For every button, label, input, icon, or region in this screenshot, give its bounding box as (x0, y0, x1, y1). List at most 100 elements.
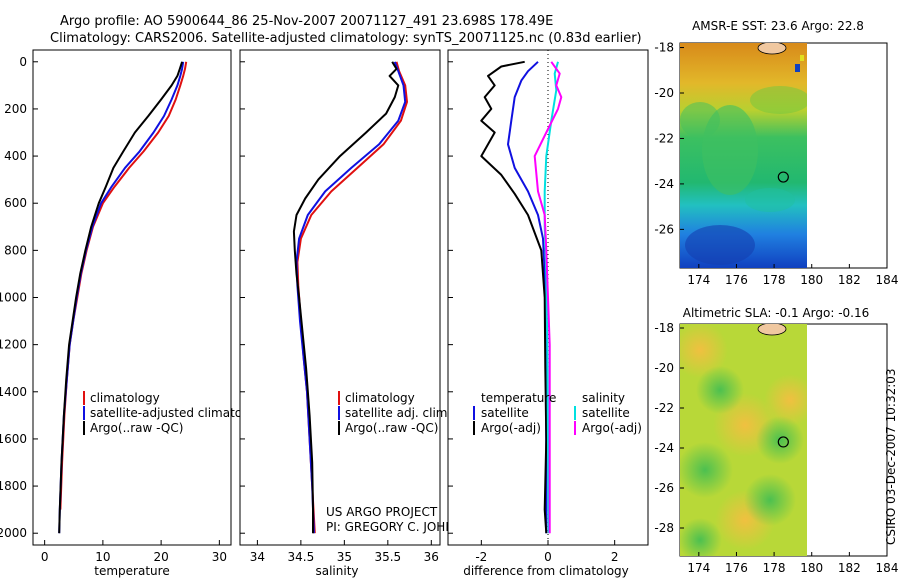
legend-label-salinity-argo: Argo(-adj) (582, 421, 642, 435)
sst-map-title: AMSR-E SST: 23.6 Argo: 22.8 (692, 19, 864, 33)
series-line-argo (292, 61, 400, 534)
sla-map-panel: Altimetric SLA: -0.1 Argo: -0.16 174 176 1… (654, 306, 898, 575)
y-tick-label: 1200 (0, 338, 27, 352)
temperature-legend: climatology satellite-adjusted climatolo… (83, 391, 268, 435)
legend-label-satellite: satellite-adjusted climatology (90, 406, 268, 420)
x-tick-label: -2 (475, 550, 487, 564)
x-tick-label: 35.5 (374, 550, 401, 564)
sst-field-patch (750, 86, 807, 114)
legend-label-argo: Argo(..raw -QC) (345, 421, 438, 435)
map-y-tick-label: -22 (654, 401, 674, 415)
sst-land (757, 43, 787, 55)
legend-label-argo: Argo(..raw -QC) (90, 421, 183, 435)
x-tick-label: 35 (337, 550, 352, 564)
sst-field-patch (745, 188, 795, 212)
argo-position-marker (777, 171, 789, 183)
x-tick-label: 30 (212, 550, 227, 564)
series-line-temperature-argo (480, 60, 548, 534)
y-tick-label: 0 (19, 55, 27, 69)
temperature-axes-frame (32, 49, 232, 546)
difference-legend-salinity: salinity satellite Argo(-adj) (574, 391, 642, 435)
sst-field-patch (685, 225, 755, 265)
sla-field-patch (696, 366, 744, 414)
x-tick-label: 20 (153, 550, 168, 564)
sla-field-patch (680, 324, 728, 378)
x-tick-label: 2 (611, 550, 619, 564)
title-line-2: Climatology: CARS2006. Satellite-adjuste… (50, 31, 642, 46)
difference-plot: -2 0 2 (448, 50, 618, 564)
map-y-tick-label: -26 (654, 222, 674, 236)
title-line-1: Argo profile: AO 5900644_86 25-Nov-2007 … (60, 14, 553, 29)
sla-field-patch (756, 416, 804, 464)
sst-missing-pixel (800, 55, 804, 61)
map-x-tick-label: 178 (763, 561, 786, 575)
map-x-tick-label: 182 (838, 273, 861, 287)
salinity-plot: 34 34.5 35 35.5 36 (240, 61, 439, 564)
map-y-tick-label: -18 (654, 321, 674, 335)
salinity-legend: climatology satellite adj. clim. Argo(..… (338, 391, 451, 435)
sst-map-marks: 174 176 178 180 182 184 -18 -20 -22 -24 -26 (654, 41, 898, 287)
map-x-tick-label: 184 (876, 561, 899, 575)
sla-field-patch (680, 518, 722, 556)
legend-label-climatology: climatology (345, 391, 415, 405)
map-y-tick-label: -22 (654, 131, 674, 145)
x-tick-label: 10 (95, 550, 110, 564)
sla-field-patch (680, 442, 733, 498)
y-tick-label: 200 (4, 102, 27, 116)
sst-field (680, 43, 807, 268)
map-x-tick-label: 174 (687, 561, 710, 575)
x-tick-label: 0 (544, 550, 552, 564)
argo-position-marker (777, 436, 789, 448)
map-x-tick-label: 180 (800, 561, 823, 575)
x-tick-label: 36 (424, 550, 439, 564)
legend-label-temperature-satellite: satellite (481, 406, 529, 420)
y-tick-label: 1000 (0, 291, 27, 305)
sst-field-patch (680, 102, 720, 138)
temperature-panel: 0 10 20 30 0 200 400 600 800 1000 1200 1400 1600 1800… (0, 49, 268, 578)
sla-field (680, 324, 807, 556)
legend-label-climatology: climatology (90, 391, 160, 405)
legend-label-salinity-satellite: satellite (582, 406, 630, 420)
map-y-tick-label: -18 (654, 41, 674, 55)
sst-missing-pixel (795, 64, 800, 72)
legend-heading-temperature: temperature (481, 391, 556, 405)
y-tick-label: 600 (4, 196, 27, 210)
map-x-tick-label: 176 (725, 561, 748, 575)
y-tick-label: 2000 (0, 526, 27, 540)
credit-line-1: US ARGO PROJECT (326, 505, 438, 519)
y-tick-label: 800 (4, 243, 27, 257)
legend-label-satellite: satellite adj. clim. (345, 406, 451, 420)
map-x-tick-label: 182 (838, 561, 861, 575)
x-tick-label: 34 (250, 550, 265, 564)
credit-line-2: PI: GREGORY C. JOHNSON (326, 520, 480, 534)
map-y-tick-label: -20 (654, 86, 674, 100)
salinity-panel: 34 34.5 35 35.5 36 salinity climatology sate… (239, 49, 480, 578)
map-x-tick-label: 176 (725, 273, 748, 287)
difference-legend-temperature: temperature satellite Argo(-adj) (473, 391, 556, 435)
legend-heading-salinity: salinity (582, 391, 625, 405)
x-tick-label: 0 (41, 550, 49, 564)
difference-panel: -2 0 2 difference from climatology tempera… (447, 49, 649, 578)
sst-map-panel: AMSR-E SST: 23.6 Argo: 22.8 174 176 178 180… (654, 19, 898, 287)
sla-field-patch (764, 374, 807, 426)
salinity-xlabel: salinity (315, 564, 358, 578)
y-tick-label: 1800 (0, 479, 27, 493)
sla-land (757, 324, 787, 336)
difference-xlabel: difference from climatology (463, 564, 629, 578)
map-y-tick-label: -24 (654, 177, 674, 191)
legend-label-temperature-argo: Argo(-adj) (481, 421, 541, 435)
map-y-tick-label: -28 (654, 521, 674, 535)
map-y-tick-label: -24 (654, 441, 674, 455)
x-tick-label: 34.5 (288, 550, 315, 564)
map-x-tick-label: 184 (876, 273, 899, 287)
map-y-tick-label: -26 (654, 481, 674, 495)
sla-map-title: Altimetric SLA: -0.1 Argo: -0.16 (683, 306, 870, 320)
series-line-salinity-argo (533, 61, 563, 534)
map-y-tick-label: -20 (654, 361, 674, 375)
map-x-tick-label: 174 (687, 273, 710, 287)
map-x-tick-label: 180 (800, 273, 823, 287)
series-line-argo (58, 61, 184, 534)
sla-field-patch (744, 474, 796, 526)
